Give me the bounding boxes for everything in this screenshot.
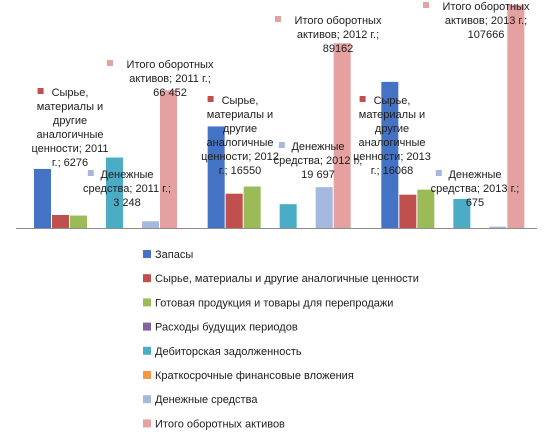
bar-0-0 [34,168,51,228]
label-marker-8 [423,2,429,8]
bar-4-0 [106,157,123,228]
bar-7-1 [333,43,351,228]
data-label-8: Итого оборотных активов; 2013 г.; 107666 [443,1,530,41]
legend-label-7: Итого оборотных активов [155,418,285,430]
data-label-4: Денежные средства; 2012 г.; 19 697 [274,141,363,181]
legend-swatch-3 [143,322,151,331]
legend-label-3: Расходы будущих периодов [155,322,298,334]
bar-6-0 [142,221,159,228]
bar-4-2 [453,198,471,228]
bar-0-1 [207,126,225,228]
bar-7-0 [160,90,177,229]
legend-swatch-4 [143,346,151,355]
label-marker-7 [435,170,442,176]
label-marker-2 [107,60,113,66]
data-labels: Сырье, материалы и другие аналогичные ценнос… [31,1,529,209]
data-label-7: Денежные средства; 2013 г.; 675 [431,169,520,209]
data-label-2: Итого оборотных активов; 2011 г.; 66 452 [127,59,214,99]
legend-swatch-0 [143,250,151,258]
plot-area [16,4,537,229]
bar-1-0 [52,214,69,228]
legend-swatch-7 [143,419,151,428]
legend: Запасы Сырье, материалы и другие аналогич… [143,249,419,430]
data-label-5: Итого оборотных активов; 2012 г.; 89162 [295,15,382,55]
bar-0-2 [381,81,399,228]
legend-label-6: Денежные средства [155,394,258,406]
legend-label-2: Готовая продукция и товары для перепрода… [155,297,393,309]
bar-7-2 [507,4,525,229]
bar-4-1 [279,204,297,228]
legend-swatch-5 [143,371,151,379]
label-marker-3 [207,96,214,102]
legend-label-0: Запасы [155,249,193,261]
legend-swatch-6 [143,395,151,404]
label-marker-0 [37,88,44,94]
legend-label-4: Дебиторская задолженность [155,346,302,358]
bar-1-2 [399,194,417,228]
data-label-6: Сырье, материалы и другие аналогичные ценнос… [353,95,431,177]
label-marker-6 [359,96,366,102]
legend-label-5: Краткосрочные финансовые вложения [155,370,354,382]
data-label-3: Сырье, материалы и другие аналогичные ценнос… [201,95,279,177]
label-marker-1 [87,170,94,176]
bar-6-1 [315,187,333,228]
legend-swatch-2 [143,298,151,307]
label-marker-4 [278,142,285,148]
bar-2-0 [70,215,87,228]
bar-2-2 [417,189,435,228]
bar-6-2 [489,226,507,228]
data-label-1: Денежные средства; 2011 г.; 3 248 [83,169,171,209]
legend-swatch-1 [143,274,151,283]
legend-label-1: Сырье, материалы и другие аналогичные це… [155,273,419,285]
bar-1-1 [225,193,243,228]
data-label-0: Сырье, материалы и другие аналогичные ценнос… [31,87,108,169]
bar-2-1 [243,186,261,228]
label-marker-5 [275,16,281,22]
